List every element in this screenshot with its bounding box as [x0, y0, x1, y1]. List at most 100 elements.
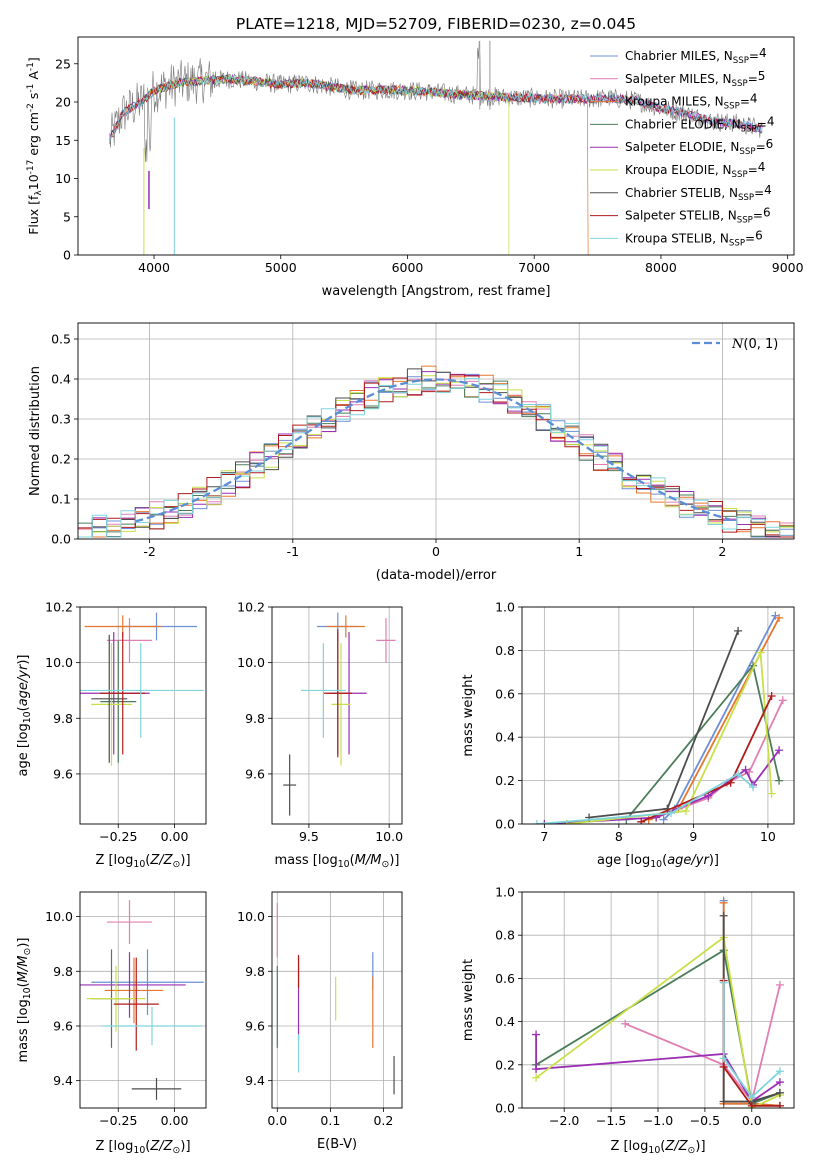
panel-mass-vs-ebv: 0.0 0.1 0.2 9.4 9.6 9.8 10.0 E(B-V)	[237, 891, 403, 1152]
series-line-5	[566, 649, 773, 824]
y-tick-label: 0.4	[495, 730, 515, 745]
x-tick-label: 5000	[265, 260, 297, 275]
y-axis-label: Flux [fλ10-17 erg cm-2 s-1 A-1]	[26, 57, 44, 235]
x-tick-label: −1.5	[596, 1113, 626, 1128]
y-tick-label: 20	[55, 95, 71, 110]
series-marker-8	[667, 809, 676, 818]
series-marker-1	[775, 980, 784, 989]
panel-mass-vs-Z: −0.25 0.00 9.4 9.6 9.8 10.0 Z [log10(Z/Z⊙)] mas…	[16, 891, 207, 1156]
x-tick-label: −2.0	[549, 1113, 579, 1128]
x-tick-label: 0.0	[267, 1113, 287, 1128]
x-tick-label: −0.25	[99, 829, 137, 844]
y-tick-label: 0.2	[495, 773, 515, 788]
plot-area	[78, 365, 794, 538]
y-tick-label: 9.6	[245, 1018, 265, 1033]
x-tick-label: 0	[432, 544, 440, 559]
y-tick-label: 0.4	[495, 1014, 515, 1029]
series-line-8	[722, 982, 781, 1099]
x-tick-label: 0.2	[373, 1113, 393, 1128]
plot-area	[276, 902, 395, 1095]
x-tick-label: 7	[540, 829, 548, 844]
y-tick-label: 10.0	[45, 909, 73, 924]
legend-label: Chabrier MILES, NSSP=4	[625, 46, 767, 66]
y-axis-label: mass weight	[461, 674, 476, 756]
hist-step-6	[78, 368, 794, 538]
series-marker-7	[637, 817, 646, 824]
plot-area	[532, 896, 784, 1108]
series-marker-8	[719, 1054, 728, 1063]
y-tick-label: 9.4	[53, 1073, 73, 1088]
series-marker-4	[775, 1078, 784, 1087]
y-tick-label: 9.8	[53, 964, 73, 979]
x-tick-label: -2	[143, 544, 155, 559]
legend-label: Kroupa ELODIE, NSSP=4	[625, 160, 765, 180]
series-line-5	[535, 935, 781, 1108]
hist-step-4	[78, 371, 794, 538]
axes-frame	[521, 606, 795, 825]
axes-frame	[79, 606, 207, 825]
legend-label: Salpeter STELIB, NSSP=6	[625, 206, 771, 226]
y-tick-label: 0.5	[51, 332, 71, 347]
x-tick-label: 0.00	[161, 1113, 189, 1128]
series-marker-4	[540, 820, 549, 824]
series-marker-5	[756, 648, 765, 657]
model-line-7	[109, 75, 763, 142]
legend-label: Salpeter ELODIE, NSSP=6	[625, 137, 773, 157]
series-marker-4	[532, 1030, 541, 1039]
y-tick-label: 0.0	[51, 532, 71, 547]
axes-frame	[271, 891, 403, 1109]
series-marker-5	[767, 789, 776, 798]
x-tick-label: 1	[575, 544, 583, 559]
x-axis-label: E(B-V)	[317, 1137, 357, 1152]
x-axis-label: Z [log10(Z/Z⊙)]	[610, 1139, 705, 1156]
x-axis-label: mass [log10(M/M⊙)]	[275, 853, 400, 870]
x-tick-label: 2	[718, 544, 726, 559]
plot-area	[80, 900, 204, 1100]
panel-residual-histogram: -2 -1 0 1 2 0.0 0.1 0.2 0.3 0.4 0.5 (data-model)/er…	[28, 322, 795, 583]
x-tick-label: 10.0	[375, 829, 403, 844]
y-tick-label: 0.2	[51, 452, 71, 467]
y-tick-label: 9.8	[53, 711, 73, 726]
model-line-8	[109, 74, 763, 143]
x-tick-label: 10	[760, 829, 776, 844]
spectrum-legend: Chabrier MILES, NSSP=4 Salpeter MILES, NS…	[590, 46, 774, 248]
x-tick-label: 4000	[138, 260, 170, 275]
y-tick-label: 0.4	[51, 372, 71, 387]
y-tick-label: 9.8	[245, 964, 265, 979]
x-tick-label: 6000	[392, 260, 424, 275]
y-tick-label: 0.0	[495, 1101, 515, 1116]
series-marker-8	[532, 820, 541, 824]
axes-frame	[79, 891, 207, 1109]
series-marker-4	[775, 746, 784, 755]
legend-label: Kroupa MILES, NSSP=4	[625, 92, 758, 112]
series-marker-4	[741, 765, 750, 774]
legend-label: N(0, 1)	[731, 337, 778, 352]
x-tick-label: 9	[689, 829, 697, 844]
model-line-2	[109, 75, 589, 255]
plot-area	[283, 612, 396, 816]
y-tick-label: 1.0	[495, 885, 515, 900]
y-tick-label: 9.8	[245, 711, 265, 726]
x-tick-label: −1.0	[643, 1113, 673, 1128]
y-tick-label: 0.8	[495, 928, 515, 943]
series-marker-6	[775, 1088, 784, 1097]
series-marker-6	[719, 911, 728, 920]
series-line-1	[655, 699, 784, 819]
x-tick-label: 0.00	[161, 829, 189, 844]
y-tick-label: 10.2	[45, 600, 73, 615]
series-marker-7	[767, 691, 776, 700]
legend-label: Chabrier STELIB, NSSP=4	[625, 183, 772, 203]
legend-label: Chabrier ELODIE, NSSP=4	[625, 114, 774, 134]
x-axis-label: Z [log10(Z/Z⊙)]	[95, 853, 190, 870]
series-marker-5	[681, 806, 690, 815]
y-tick-label: 0.6	[495, 971, 515, 986]
y-tick-label: 10	[55, 171, 71, 186]
panel-massweight-vs-Z: −2.0 −1.5 −1.0 −0.5 0.0 0.0 0.2 0.4 0.6 0.8 1.0 Z […	[461, 885, 795, 1156]
x-tick-label: 8	[615, 829, 623, 844]
y-tick-label: 9.6	[53, 766, 73, 781]
series-marker-4	[532, 1065, 541, 1074]
y-tick-label: 0.1	[51, 492, 71, 507]
series-marker-2	[719, 898, 728, 907]
y-tick-label: 10.0	[237, 655, 265, 670]
x-tick-label: 8000	[645, 260, 677, 275]
